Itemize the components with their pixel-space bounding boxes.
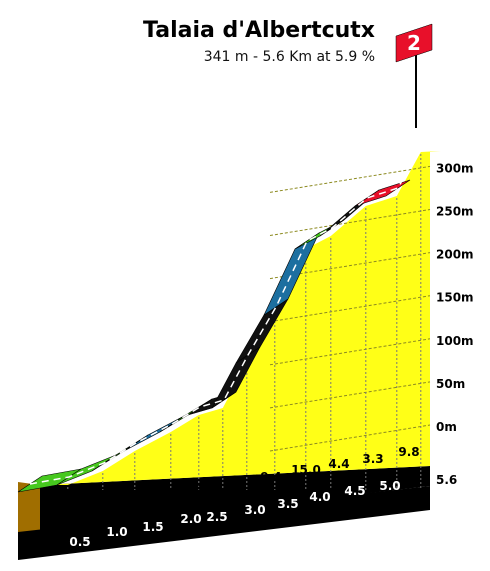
gradient-label: 3.8 xyxy=(194,482,215,496)
grid-line-0 xyxy=(269,424,431,452)
y-tick-label: 100m xyxy=(436,334,474,348)
y-tick-label: 0m xyxy=(436,420,457,434)
category-flag-icon xyxy=(395,23,433,63)
chart-subtitle: 341 m - 5.6 Km at 5.9 % xyxy=(203,49,375,65)
gradient-label: 9.8 xyxy=(398,445,419,459)
km-marker-label: 3.0 xyxy=(244,503,265,517)
km-marker-label: 5.0 xyxy=(379,479,400,493)
km-marker-label: 1.5 xyxy=(142,520,163,534)
grid-line-1 xyxy=(269,381,431,409)
gradient-label: 4.4 xyxy=(328,457,349,471)
road-centre-line xyxy=(29,142,443,485)
km-marker-label: 4.5 xyxy=(344,484,365,498)
km-marker-label: 4.0 xyxy=(309,490,330,504)
km-marker-label: 1.0 xyxy=(106,525,127,539)
km-marker-label: 3.5 xyxy=(277,497,298,511)
y-tick-label: 50m xyxy=(436,377,465,391)
gradient-label: 9.6 xyxy=(225,477,246,491)
grid-line-3 xyxy=(269,295,431,323)
gradient-label: 4.5 xyxy=(162,486,183,500)
gradient-label: 0.2 xyxy=(52,507,73,521)
km-marker-label: 0.5 xyxy=(69,535,90,549)
total-distance-label: 5.6 xyxy=(436,473,457,487)
grid-line-5 xyxy=(269,209,431,236)
category-flag-label: 2 xyxy=(407,31,421,55)
km-marker-label: 2.0 xyxy=(180,512,201,526)
grid-line-2 xyxy=(269,338,431,366)
y-tick-label: 250m xyxy=(436,205,474,219)
base-side-face xyxy=(18,482,40,532)
base-slab-top xyxy=(40,466,430,532)
gradient-label: 15.0 xyxy=(291,463,321,477)
y-tick-label: 300m xyxy=(436,161,474,175)
gradient-label: 3.3 xyxy=(362,452,383,466)
grid-line-6 xyxy=(269,165,431,193)
chart-title: Talaia d'Albertcutx xyxy=(143,18,375,43)
gradient-label: 9.4 xyxy=(260,470,281,484)
gradient-label: 1.7 xyxy=(87,500,108,514)
km-marker-label: 2.5 xyxy=(206,510,227,524)
base-slab xyxy=(18,486,430,560)
gradient-label: 3.0 xyxy=(125,493,146,507)
profile-fill xyxy=(40,151,441,485)
y-tick-label: 150m xyxy=(436,291,474,305)
y-tick-label: 200m xyxy=(436,248,474,262)
